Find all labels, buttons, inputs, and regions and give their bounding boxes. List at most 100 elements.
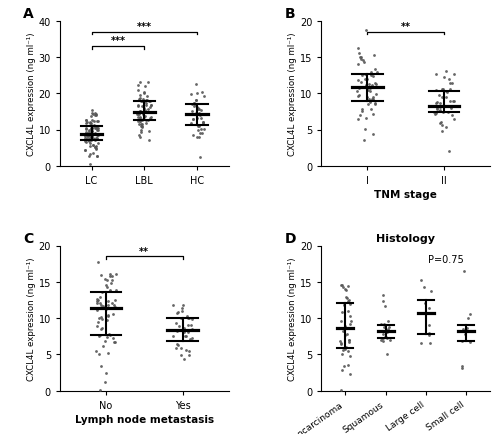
Point <box>174 342 182 349</box>
Point <box>426 288 434 295</box>
Point <box>109 335 117 342</box>
Point <box>363 95 371 102</box>
Text: ***: *** <box>110 36 126 46</box>
Point <box>447 105 455 112</box>
Point <box>142 117 150 124</box>
Point <box>184 315 192 322</box>
Point <box>177 345 185 352</box>
Text: **: ** <box>400 22 410 32</box>
Point <box>198 115 205 122</box>
Point <box>432 101 440 108</box>
Point <box>94 118 102 125</box>
Point <box>344 347 352 354</box>
Point <box>101 338 109 345</box>
Y-axis label: CXCL4L expression (ng ml⁻¹): CXCL4L expression (ng ml⁻¹) <box>288 256 297 380</box>
Point <box>134 118 142 125</box>
Point <box>354 62 362 69</box>
Point <box>458 337 466 344</box>
Point <box>361 84 369 91</box>
Point <box>92 147 100 154</box>
Point <box>438 87 446 94</box>
Point <box>193 134 201 141</box>
Point <box>89 151 97 158</box>
Point <box>338 351 345 358</box>
Point <box>82 117 90 124</box>
Point <box>92 125 100 132</box>
Point <box>88 137 96 144</box>
Point <box>194 123 202 130</box>
Point <box>136 108 144 115</box>
Point <box>432 71 440 78</box>
Point <box>136 115 144 122</box>
Point <box>446 99 454 105</box>
Point <box>86 135 94 142</box>
Point <box>336 338 344 345</box>
Point <box>382 333 390 340</box>
Point <box>142 107 150 114</box>
Point <box>87 134 95 141</box>
Point <box>146 115 154 122</box>
Point <box>356 54 364 61</box>
Point <box>372 92 380 99</box>
Point <box>378 331 386 338</box>
Point <box>458 365 466 372</box>
Point <box>134 82 141 89</box>
Point <box>98 302 106 309</box>
Point <box>363 76 371 83</box>
Point <box>417 340 425 347</box>
Point <box>199 119 207 126</box>
Point <box>144 117 152 124</box>
Point <box>379 293 387 299</box>
Point <box>88 133 96 140</box>
Point <box>96 300 104 307</box>
Point <box>358 106 366 113</box>
Point <box>358 56 366 63</box>
Point <box>444 90 452 97</box>
Point <box>192 91 200 98</box>
Point <box>190 100 198 107</box>
Point <box>144 97 152 104</box>
Point <box>381 333 389 340</box>
Point <box>169 302 177 309</box>
Point <box>86 151 94 158</box>
Point <box>88 118 96 125</box>
Point <box>88 142 96 149</box>
Point <box>184 322 192 329</box>
Point <box>98 316 106 323</box>
Point <box>442 124 450 131</box>
Point <box>355 85 363 92</box>
Point <box>192 111 200 118</box>
Point <box>344 362 352 368</box>
Point <box>134 103 142 110</box>
Point <box>98 325 106 332</box>
Point <box>361 77 369 84</box>
Point <box>425 309 433 316</box>
Point <box>92 135 100 142</box>
Point <box>88 107 96 114</box>
Point <box>444 109 452 116</box>
Point <box>442 95 450 102</box>
Point <box>136 127 144 134</box>
Point <box>86 143 94 150</box>
Point <box>450 99 458 105</box>
Point <box>198 89 206 96</box>
Point <box>134 87 142 94</box>
Point <box>378 321 386 328</box>
Point <box>92 112 100 119</box>
Point <box>92 123 100 130</box>
Point <box>134 103 142 110</box>
Point <box>91 137 99 144</box>
Point <box>340 284 347 291</box>
Point <box>94 131 102 138</box>
Point <box>446 148 454 155</box>
Point <box>173 327 181 334</box>
Point <box>88 126 96 133</box>
Point <box>446 104 454 111</box>
Point <box>430 110 438 117</box>
Point <box>88 135 96 142</box>
Point <box>90 136 98 143</box>
Point <box>180 329 188 335</box>
Point <box>86 120 94 127</box>
Point <box>200 127 207 134</box>
Point <box>136 79 144 86</box>
